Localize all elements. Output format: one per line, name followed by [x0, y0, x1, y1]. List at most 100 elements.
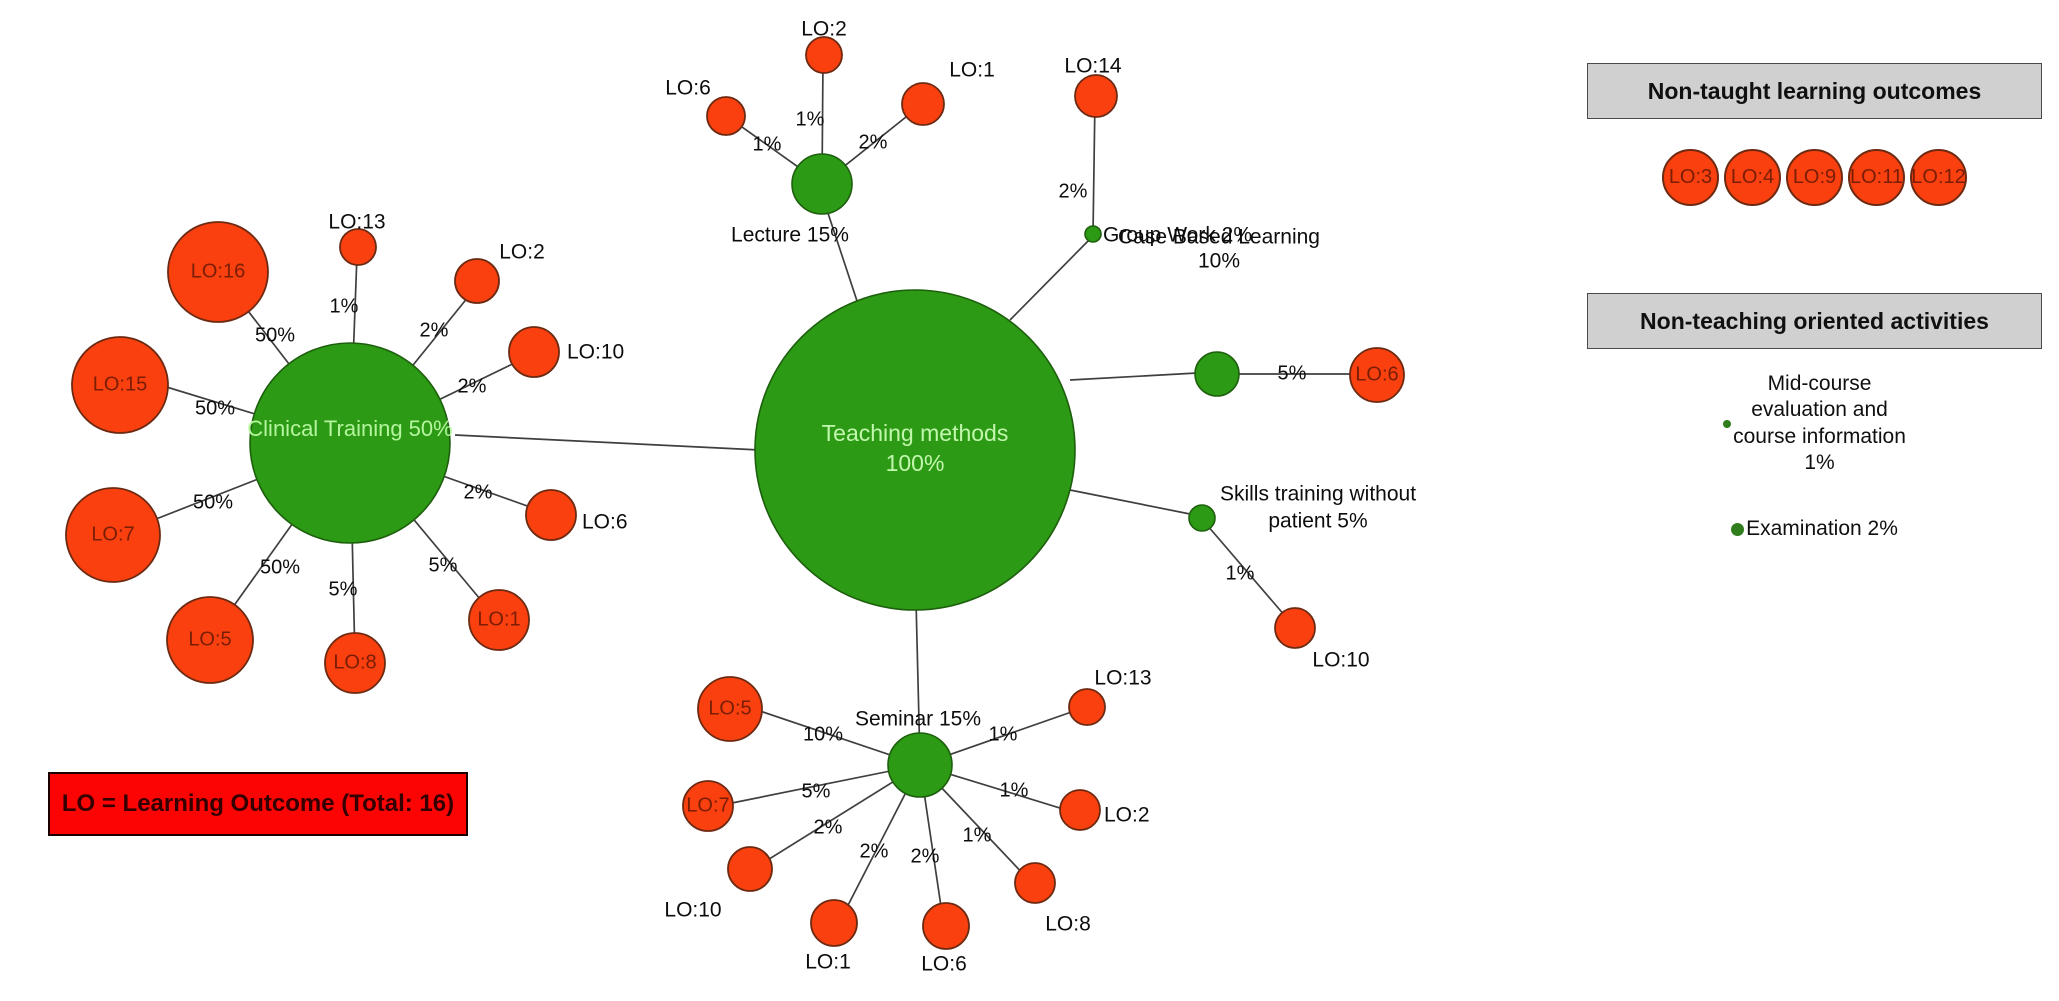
pct-clinical-lo2: 2%	[420, 319, 449, 341]
node-lo8-clinical[interactable]: LO:8	[324, 632, 386, 694]
skills-label-line2: patient 5%	[1268, 510, 1367, 533]
node-clinical-training[interactable]: Clinical Training 50%	[247, 342, 453, 544]
pct-clinical-lo13: 1%	[330, 295, 359, 317]
seminar-lo6-label: LO:6	[921, 953, 967, 976]
node-lo13-clinical[interactable]	[339, 228, 377, 266]
green-dot-icon-midcourse	[1723, 419, 1732, 428]
edge-hub-lecture	[821, 194, 861, 311]
seminar-lo8-label: LO:8	[1045, 913, 1091, 936]
pct-lecture-lo2: 1%	[796, 108, 825, 130]
lecture-ext-labels: LO:6 LO:2 LO:1	[665, 18, 995, 100]
lo1-clin-label: LO:1	[477, 608, 520, 630]
panel-non-taught-learning-outcomes: Non-taught learning outcomes LO:3 LO:4 L…	[1587, 63, 2042, 206]
lo-chip-4[interactable]: LO:4	[1724, 149, 1781, 206]
lo16-label: LO:16	[191, 260, 245, 282]
node-lo5-seminar[interactable]: LO:5	[697, 676, 763, 742]
lo-chip-12[interactable]: LO:12	[1910, 149, 1967, 206]
lo-chip-3[interactable]: LO:3	[1662, 149, 1719, 206]
node-lo10-seminar[interactable]	[727, 846, 773, 892]
pct-clinical-lo10: 2%	[458, 375, 487, 397]
green-dot-icon-examination	[1731, 522, 1745, 536]
lo10-ext-label: LO:10	[567, 341, 624, 364]
node-lo10-clinical[interactable]	[508, 326, 560, 378]
groupwork-lo14-label: LO:14	[1064, 55, 1122, 78]
node-lo1-clinical[interactable]: LO:1	[468, 589, 530, 651]
lecture-lo2-label: LO:2	[801, 18, 847, 41]
node-skills-training[interactable]	[1188, 504, 1216, 532]
node-lo2-seminar[interactable]	[1059, 789, 1101, 831]
edge-hub-groupwork	[1009, 235, 1094, 321]
pct-lecture-lo1: 2%	[859, 131, 888, 153]
node-lo7-clinical[interactable]: LO:7	[65, 487, 161, 583]
node-lo6-clinical[interactable]	[525, 489, 577, 541]
pct-seminar-lo10: 2%	[814, 816, 843, 838]
non-taught-lo-list: LO:3 LO:4 LO:9 LO:11 LO:12	[1587, 149, 2042, 206]
node-case-based-learning[interactable]	[1194, 351, 1240, 397]
lo-chip-11[interactable]: LO:11	[1848, 149, 1905, 206]
pct-seminar-lo1: 2%	[860, 840, 889, 862]
hub-label-line2: 100%	[886, 450, 945, 476]
midcourse-line1: Mid-course	[1767, 372, 1872, 395]
pct-clinical-lo8: 5%	[329, 578, 358, 600]
pct-clinical-lo16: 50%	[255, 324, 295, 346]
node-lo5-clinical[interactable]: LO:5	[166, 596, 254, 684]
node-group-work[interactable]	[1084, 225, 1102, 243]
node-lo10-skills[interactable]	[1274, 607, 1316, 649]
node-teaching-methods[interactable]: Teaching methods 100%	[754, 289, 1076, 611]
node-lo13-seminar[interactable]	[1068, 688, 1106, 726]
pct-clinical-lo7: 50%	[193, 491, 233, 513]
hub-label-line1: Teaching methods	[822, 420, 1009, 446]
seminar-lo1-label: LO:1	[805, 951, 851, 974]
edge-seminar-lo7	[726, 764, 921, 805]
lecture-lo6-label: LO:6	[665, 77, 711, 100]
pct-clinical-lo5: 50%	[260, 556, 300, 578]
edge-skills-lo10	[1200, 517, 1293, 625]
node-lo1-lecture[interactable]	[901, 82, 945, 126]
pct-clinical-lo15: 50%	[195, 397, 235, 419]
node-seminar[interactable]	[887, 732, 953, 798]
seminar-lo2-label: LO:2	[1104, 804, 1150, 827]
seminar-label: Seminar 15%	[855, 708, 981, 731]
activity-mid-course-evaluation[interactable]: Mid-course evaluation and course informa…	[1587, 371, 2042, 476]
lo8-clin-label: LO:8	[333, 651, 376, 673]
lo7-label: LO:7	[91, 523, 134, 545]
node-lo15-clinical[interactable]: LO:15	[71, 336, 169, 434]
panel-non-teaching-activities: Non-teaching oriented activities Mid-cou…	[1587, 293, 2042, 542]
lo-chip-9[interactable]: LO:9	[1786, 149, 1843, 206]
pct-clinical-lo6: 2%	[464, 481, 493, 503]
lecture-edge-labels: 1% 1% 2%	[753, 108, 888, 155]
lecture-lo-nodes	[706, 36, 945, 136]
node-lo6-lecture[interactable]	[706, 96, 746, 136]
casebased-lo6-label: LO:6	[1355, 363, 1398, 385]
skills-lo10-label: LO:10	[1312, 649, 1369, 672]
lo6-ext-label: LO:6	[582, 511, 628, 534]
lecture-label: Lecture 15%	[731, 224, 849, 247]
pct-clinical-lo1: 5%	[429, 554, 458, 576]
edge-groupwork-lo14	[1092, 97, 1096, 235]
edge-hub-clinical	[454, 434, 761, 451]
activity-examination[interactable]: Examination 2%	[1587, 516, 2042, 542]
node-lecture[interactable]	[791, 153, 853, 215]
clinical-training-label: Clinical Training 50%	[247, 416, 452, 441]
edge-hub-casebased	[1069, 371, 1216, 381]
node-lo16-clinical[interactable]: LO:16	[167, 221, 269, 323]
case-based-label-line2: 10%	[1198, 250, 1240, 273]
other-edges	[1092, 97, 1350, 625]
node-lo2-lecture[interactable]	[805, 36, 843, 74]
node-lo1-seminar[interactable]	[810, 899, 858, 947]
pct-seminar-lo6: 2%	[911, 845, 940, 867]
node-lo7-seminar[interactable]: LO:7	[682, 780, 734, 832]
node-lo8-seminar[interactable]	[1014, 862, 1056, 904]
node-lo6-seminar[interactable]	[922, 902, 970, 950]
pct-seminar-lo7: 5%	[802, 780, 831, 802]
lo13-ext-label: LO:13	[328, 211, 385, 234]
node-lo14-groupwork[interactable]	[1074, 74, 1118, 118]
pct-seminar-lo5: 10%	[803, 723, 843, 745]
lo15-label: LO:15	[93, 373, 147, 395]
pct-seminar-lo2: 1%	[1000, 779, 1029, 801]
node-lo6-casebased[interactable]: LO:6	[1349, 347, 1405, 403]
node-lo2-clinical[interactable]	[454, 258, 500, 304]
pct-seminar-lo8: 1%	[963, 824, 992, 846]
pct-skills-lo10: 1%	[1226, 562, 1255, 584]
